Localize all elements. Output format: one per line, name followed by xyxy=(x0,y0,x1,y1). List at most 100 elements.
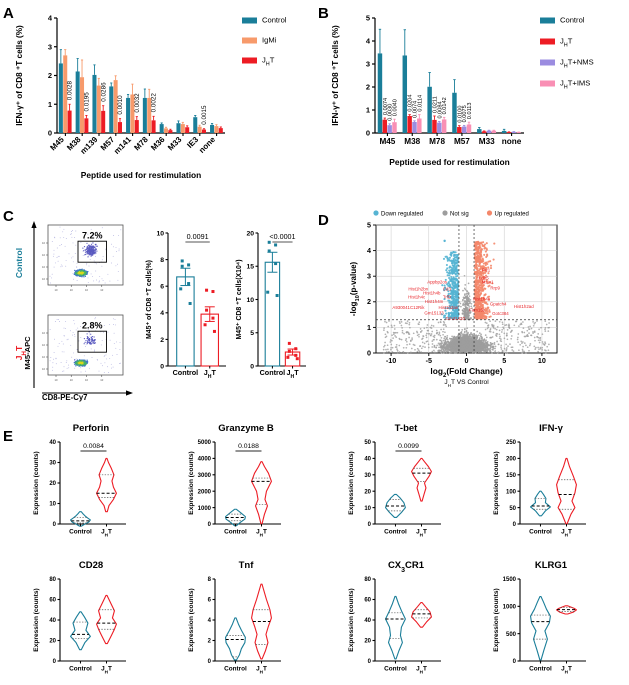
flow-cytometry-plot: 10 10 10 10 10 10 10 10 7.2% xyxy=(42,224,124,292)
gene-label: Ldlr5 xyxy=(479,275,489,280)
y-tick-label: 0 xyxy=(367,348,371,357)
panel-b-letter: B xyxy=(318,5,329,22)
legend-dot xyxy=(373,210,379,216)
bar xyxy=(201,129,206,133)
x-tick-label: M57 xyxy=(454,137,470,146)
bar xyxy=(481,131,487,133)
bar xyxy=(92,74,97,133)
volcano-points xyxy=(382,239,550,354)
flow-row-label-jht: JHT xyxy=(14,345,28,360)
data-point xyxy=(205,288,209,292)
bar xyxy=(84,118,89,133)
x-tick-label: 0 xyxy=(465,356,469,365)
data-point xyxy=(274,262,278,266)
x-tick-label: Control xyxy=(69,666,92,673)
p-value-label: 0.0075 xyxy=(462,105,468,122)
data-point xyxy=(203,323,207,327)
legend-label: Control xyxy=(560,16,585,25)
bar xyxy=(168,130,173,134)
data-point xyxy=(267,249,271,253)
y-tick-label: 50 xyxy=(364,440,371,446)
svg-text:10: 10 xyxy=(70,288,73,292)
violin-shape xyxy=(224,617,246,661)
x-tick-label: -5 xyxy=(426,356,432,365)
legend-label: Control xyxy=(262,16,287,25)
x-tick-label: JHT xyxy=(561,529,572,538)
p-value-label: 0.0195 xyxy=(84,92,91,112)
bar xyxy=(126,97,131,133)
p-value-label: <0.0001 xyxy=(269,232,295,241)
y-axis-label: Expression (counts) xyxy=(33,588,40,651)
x-tick-label: Control xyxy=(69,529,92,536)
x-tick-label: none xyxy=(197,135,217,155)
bar xyxy=(151,120,156,133)
y-tick-label: 20 xyxy=(49,481,56,487)
y-tick-label: 0 xyxy=(366,129,370,138)
svg-text:10: 10 xyxy=(42,265,45,269)
bar xyxy=(63,55,68,134)
svg-text:10: 10 xyxy=(85,378,88,382)
y-tick-label: 10 xyxy=(156,230,164,237)
legend-label: JHT xyxy=(560,37,573,49)
p-value-label: 0.0286 xyxy=(100,82,107,102)
y-tick-label: 40 xyxy=(364,618,371,624)
chart-title: IFN-γ xyxy=(539,423,563,434)
p-value-label: 0.0032 xyxy=(134,93,141,113)
y-tick-label: 2 xyxy=(366,83,370,92)
gene-label: Hist1h4n xyxy=(473,297,491,302)
bar xyxy=(218,128,223,133)
bar xyxy=(377,53,383,133)
bar xyxy=(96,85,101,133)
bar xyxy=(159,124,164,133)
y-axis-label: Expression (counts) xyxy=(33,451,40,514)
y-tick-label: 30 xyxy=(49,461,56,467)
y-tick-label: 50 xyxy=(509,506,516,512)
x-tick-label: m141 xyxy=(112,135,133,156)
flow-gate xyxy=(77,240,107,263)
bar xyxy=(407,115,412,133)
svg-text:10: 10 xyxy=(55,378,58,382)
y-tick-label: 1 xyxy=(367,323,371,332)
bar xyxy=(392,122,397,133)
legend-swatch xyxy=(540,38,555,45)
violin-shape xyxy=(556,457,577,525)
bar xyxy=(113,80,118,133)
y-tick-label: 5 xyxy=(250,330,254,337)
y-axis-label: IFN-γ⁺ of CD8 ⁺T cells (%) xyxy=(331,25,340,126)
data-point xyxy=(180,259,184,263)
y-tick-label: 8 xyxy=(160,257,164,264)
svg-text:10: 10 xyxy=(42,355,45,359)
y-tick-label: 100 xyxy=(506,489,517,495)
panel-e-letter: E xyxy=(3,428,14,445)
x-tick-label: JHT xyxy=(561,666,572,675)
bar xyxy=(75,71,80,133)
y-tick-label: 80 xyxy=(364,577,371,583)
chart-title: Granzyme B xyxy=(218,423,274,434)
chart-title: T-bet xyxy=(395,423,419,434)
x-axis-label: log2(Fold Change) xyxy=(430,366,502,379)
legend-label: JHT+IMS xyxy=(560,79,590,91)
gene-label: Cd3 xyxy=(443,286,452,291)
svg-text:10: 10 xyxy=(85,288,88,292)
y-tick-label: 150 xyxy=(506,473,517,479)
legend-dot xyxy=(486,210,493,216)
y-tick-label: 0 xyxy=(53,659,57,665)
svg-text:10: 10 xyxy=(100,378,103,382)
bar xyxy=(412,121,417,133)
violin-shape xyxy=(556,605,577,615)
flow-y-axis-label: M45-APC xyxy=(23,336,32,370)
data-point xyxy=(287,349,291,353)
bar xyxy=(58,63,63,133)
legend-label: Up regulated xyxy=(495,211,529,217)
legend-label: JHT+NMS xyxy=(560,58,594,70)
panel-d-volcano-plot: Hist1h2bn Hist1h4c A930041C12Rik Hist1h4b Hi… xyxy=(349,210,558,389)
y-tick-label: 5 xyxy=(366,14,370,23)
y-tick-label: 2 xyxy=(160,337,164,344)
y-tick-label: 1 xyxy=(366,106,370,115)
legend-swatch xyxy=(242,57,257,64)
bar xyxy=(264,261,281,367)
y-tick-label: 200 xyxy=(506,457,517,463)
gene-label: Hist1h2ad xyxy=(514,304,534,309)
bar xyxy=(164,128,169,133)
